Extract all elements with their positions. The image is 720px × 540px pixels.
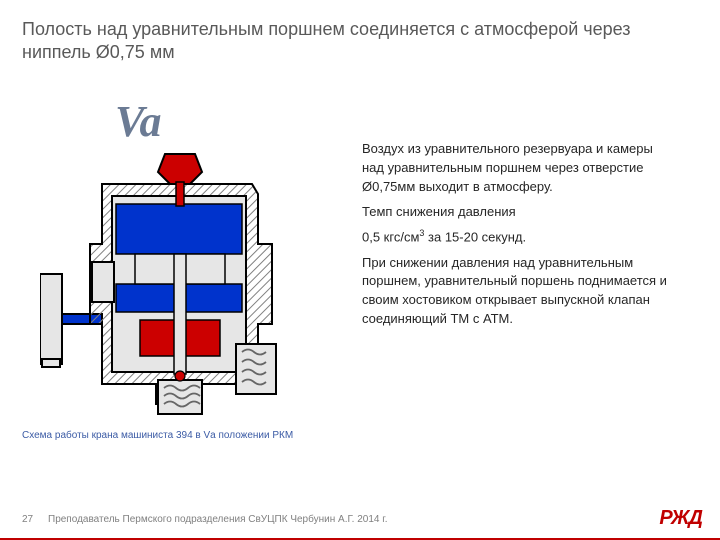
rzd-logo: РЖД — [659, 507, 702, 530]
paragraph-2b: 0,5 кгс/см3 за 15-20 секунд. — [362, 227, 678, 247]
footer-credit: Преподаватель Пермского подразделения Св… — [48, 514, 387, 525]
diagram-area: Va — [5, 96, 335, 416]
valve-diagram — [40, 144, 320, 424]
page-number: 27 — [22, 514, 33, 525]
paragraph-1: Воздух из уравнительного резервуара и ка… — [362, 140, 678, 197]
diagram-caption: Схема работы крана машиниста 394 в Vа по… — [22, 430, 293, 441]
body-text: Воздух из уравнительного резервуара и ка… — [362, 140, 678, 335]
paragraph-3: При снижении давления над уравнительным … — [362, 254, 678, 329]
slide-title: Полость над уравнительным поршнем соедин… — [22, 18, 682, 65]
paragraph-2a: Темп снижения давления — [362, 203, 678, 222]
diagram-label-va: Va — [115, 96, 161, 147]
